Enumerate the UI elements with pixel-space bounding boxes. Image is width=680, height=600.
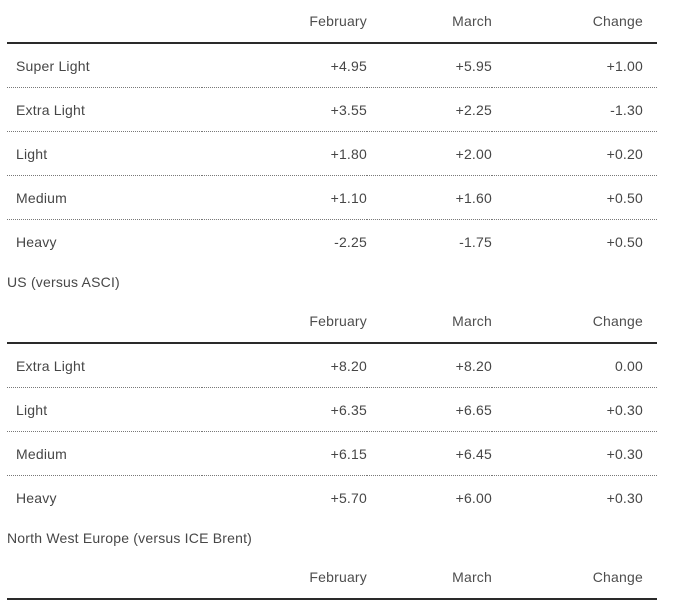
- february-value: +6.35: [202, 387, 367, 432]
- column-header-february: February: [202, 300, 367, 344]
- table-row: Light +1.80 +2.00 +0.20: [7, 131, 657, 176]
- table-row: Extra Light +8.20 +8.20 0.00: [7, 343, 657, 388]
- row-label: Heavy: [7, 219, 202, 263]
- row-label: Heavy: [7, 475, 202, 519]
- february-value: +1.80: [202, 131, 367, 176]
- march-value: -1.75: [367, 219, 492, 263]
- table-row: Light +6.35 +6.65 +0.30: [7, 387, 657, 432]
- column-header-march: March: [367, 300, 492, 344]
- price-table-2: February March Change Extra Light +8.20 …: [7, 300, 657, 519]
- table-row: Extra Light +3.55 +2.25 -1.30: [7, 87, 657, 132]
- table-row: Super Light +4.95 +5.95 +1.00: [7, 43, 657, 88]
- march-value: +6.45: [367, 431, 492, 476]
- february-value: +4.95: [330, 57, 367, 74]
- change-value: +0.50: [492, 175, 657, 220]
- march-value: +5.95: [455, 57, 492, 74]
- column-header-change: Change: [492, 556, 657, 600]
- column-header-february: February: [202, 0, 367, 44]
- empty-header-cell: [7, 300, 202, 344]
- march-value: +2.00: [367, 131, 492, 176]
- row-label: Medium: [7, 175, 202, 220]
- row-label: Extra Light: [16, 357, 86, 374]
- change-value: +1.00: [606, 57, 643, 74]
- table-header-row: February March Change: [7, 300, 657, 344]
- march-value: +6.00: [367, 475, 492, 519]
- change-value: +0.30: [492, 475, 657, 519]
- march-value: +6.65: [367, 387, 492, 432]
- table-row: Heavy -2.25 -1.75 +0.50: [7, 219, 657, 263]
- change-value: +0.20: [492, 131, 657, 176]
- change-value: +0.30: [492, 431, 657, 476]
- row-label: Super Light: [16, 57, 90, 74]
- column-header-change: Change: [492, 0, 657, 44]
- march-value: +2.25: [367, 87, 492, 132]
- february-value: -2.25: [202, 219, 367, 263]
- row-label: Light: [7, 131, 202, 176]
- row-label: Medium: [7, 431, 202, 476]
- column-header-change: Change: [492, 300, 657, 344]
- row-label: Extra Light: [7, 87, 202, 132]
- column-header-march: March: [367, 556, 492, 600]
- section-label-nwe: North West Europe (versus ICE Brent): [7, 529, 253, 546]
- february-value: +1.10: [202, 175, 367, 220]
- march-value: +8.20: [455, 357, 492, 374]
- price-differentials-panel: February March Change Super Light +4.95 …: [7, 0, 657, 600]
- change-value: -1.30: [492, 87, 657, 132]
- table-row: Heavy +5.70 +6.00 +0.30: [7, 475, 657, 519]
- table-header-row: February March Change: [7, 556, 657, 600]
- column-header-march: March: [367, 0, 492, 44]
- empty-header-cell: [7, 0, 202, 44]
- empty-header-cell: [7, 556, 202, 600]
- section-label-us: US (versus ASCI): [7, 273, 120, 290]
- march-value: +1.60: [367, 175, 492, 220]
- change-value: +0.50: [492, 219, 657, 263]
- price-table-1: February March Change Super Light +4.95 …: [7, 0, 657, 263]
- february-value: +5.70: [202, 475, 367, 519]
- row-label: Light: [7, 387, 202, 432]
- price-table-3: February March Change: [7, 556, 657, 600]
- table-row: Medium +6.15 +6.45 +0.30: [7, 431, 657, 476]
- february-value: +6.15: [202, 431, 367, 476]
- change-value: 0.00: [614, 357, 643, 374]
- february-value: +3.55: [202, 87, 367, 132]
- table-header-row: February March Change: [7, 0, 657, 44]
- column-header-february: February: [202, 556, 367, 600]
- table-row: Medium +1.10 +1.60 +0.50: [7, 175, 657, 220]
- change-value: +0.30: [492, 387, 657, 432]
- february-value: +8.20: [330, 357, 367, 374]
